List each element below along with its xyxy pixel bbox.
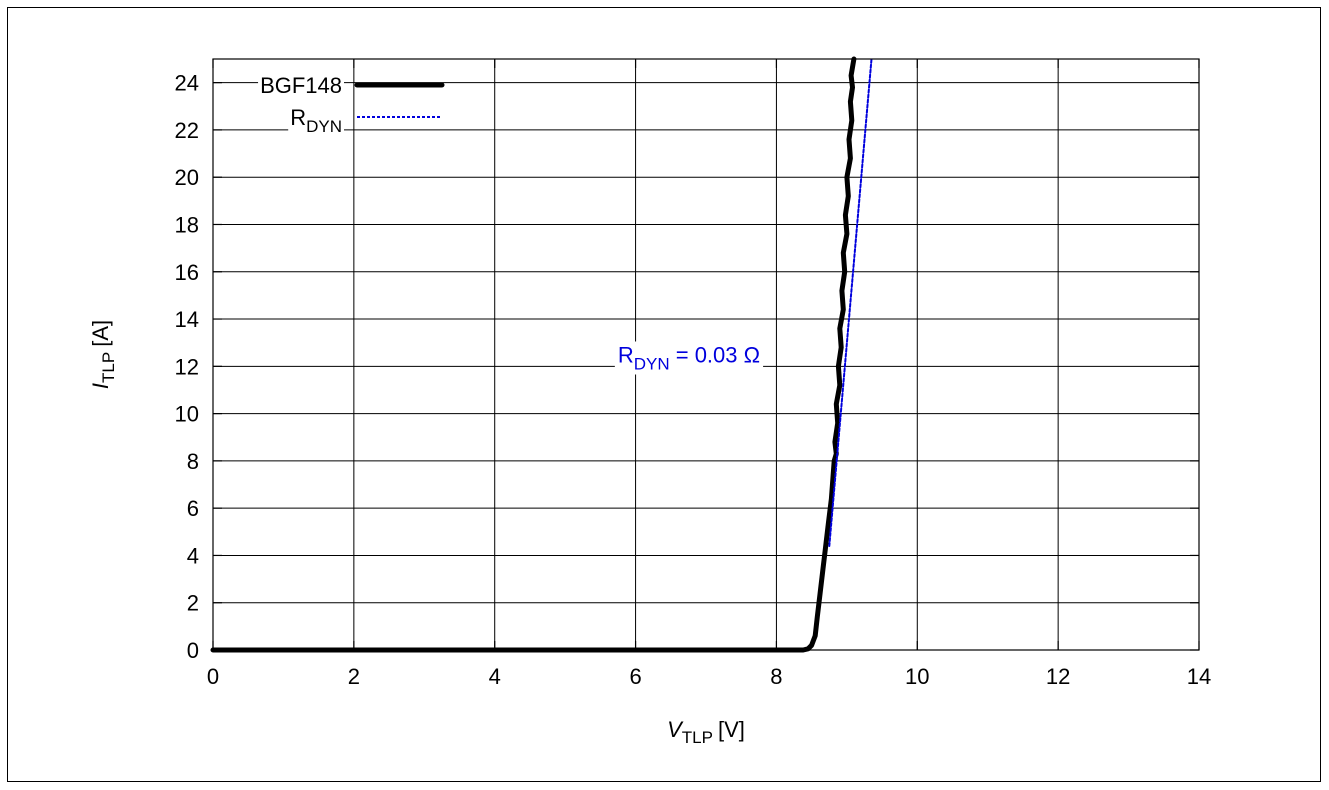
x-tick-label: 4 <box>489 664 501 689</box>
figure-frame <box>7 7 1321 782</box>
y-tick-label: 4 <box>187 543 199 568</box>
y-tick-label: 22 <box>175 118 199 143</box>
legend-label-bg <box>258 72 344 99</box>
y-axis-label-unit: [A] <box>88 320 113 347</box>
x-tick-label: 6 <box>629 664 641 689</box>
x-tick-label: 8 <box>770 664 782 689</box>
x-axis-label: VTLP [V] <box>667 717 745 747</box>
x-axis-label-main: V <box>667 717 684 742</box>
x-tick-label: 10 <box>905 664 929 689</box>
y-axis-label-sub: TLP <box>99 352 118 383</box>
y-tick-label: 10 <box>175 402 199 427</box>
y-axis-label-main: I <box>88 383 113 389</box>
x-tick-label: 0 <box>207 664 219 689</box>
x-tick-label: 12 <box>1046 664 1070 689</box>
x-tick-label: 14 <box>1187 664 1211 689</box>
x-axis-label-sub: TLP <box>682 728 713 747</box>
y-tick-label: 24 <box>175 71 199 96</box>
x-axis-ticks: 0 2 4 6 8 10 12 14 <box>207 59 1211 689</box>
legend-label: BGF148 <box>260 73 342 98</box>
legend: BGF148 RDYN <box>258 72 445 137</box>
y-tick-label: 6 <box>187 496 199 521</box>
y-tick-label: 20 <box>175 165 199 190</box>
x-tick-label: 2 <box>348 664 360 689</box>
y-tick-label: 8 <box>187 449 199 474</box>
y-tick-label: 16 <box>175 260 199 285</box>
plot-area-border <box>212 58 1200 651</box>
annotation-rdyn: RDYN = 0.03 Ω <box>618 343 760 374</box>
y-tick-label: 14 <box>175 307 199 332</box>
annotation-bg <box>614 341 764 375</box>
x-axis-label-unit: [V] <box>718 717 745 742</box>
y-tick-label: 0 <box>187 638 199 663</box>
series-layer <box>210 56 873 653</box>
series-line-rdyn <box>828 58 873 547</box>
y-tick-label: 18 <box>175 212 199 237</box>
y-tick-label: 2 <box>187 591 199 616</box>
legend-label: RDYN <box>290 105 342 136</box>
annotations: RDYN = 0.03 Ω <box>614 341 764 375</box>
y-axis-label: ITLP [A] <box>88 320 118 389</box>
legend-label-bg <box>288 104 344 137</box>
y-tick-label: 12 <box>175 354 199 379</box>
